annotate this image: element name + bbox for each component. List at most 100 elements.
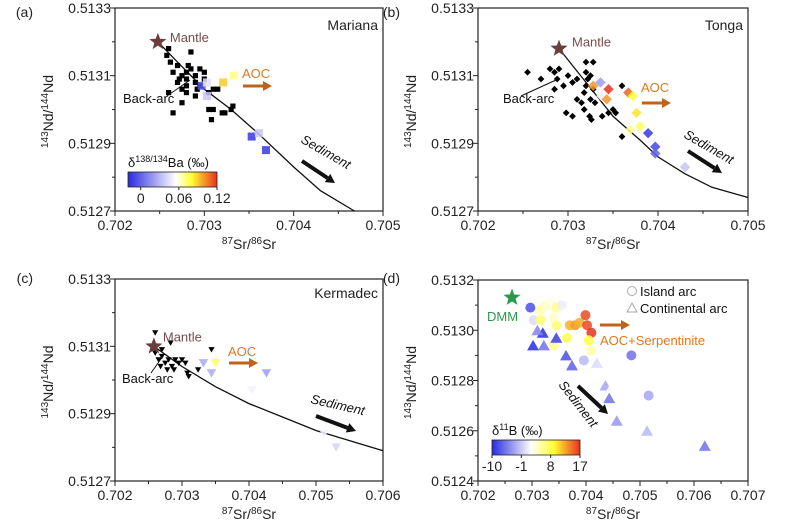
superscript: 86 <box>615 506 627 517</box>
data-point-background <box>170 69 176 75</box>
label-text: Nd/ <box>403 380 419 402</box>
data-point-background <box>157 363 164 370</box>
colorbar-title: δ138/134Ba (‰) <box>128 154 209 170</box>
data-point-background <box>569 79 576 86</box>
y-tick-label: 0.5124 <box>431 473 474 489</box>
x-tick-label: 0.705 <box>365 217 400 233</box>
aoc-serpentinite-label: AOC+Serpentinite <box>600 333 705 348</box>
region-label: Kermadec <box>314 285 378 301</box>
sediment-arrow-shaft <box>300 159 329 180</box>
aoc-arrow-icon <box>249 358 258 368</box>
data-point <box>548 312 559 323</box>
data-point-background <box>179 73 185 79</box>
data-point-background <box>591 99 599 107</box>
data-point-background <box>158 353 166 360</box>
data-point-background <box>230 103 236 109</box>
data-point-background <box>215 86 221 92</box>
data-point-background <box>166 89 172 96</box>
colorbar-title-part: 11 <box>499 422 508 432</box>
data-point <box>626 350 637 361</box>
data-point <box>246 386 257 395</box>
mantle-label: Mantle <box>163 329 202 344</box>
sediment-arrow-icon <box>345 423 356 433</box>
x-tick-label: 0.704 <box>276 217 311 233</box>
data-point-background <box>178 357 186 363</box>
data-point-background <box>609 106 617 113</box>
back-arc-label: Back-arc <box>123 91 175 106</box>
data-point-background <box>524 68 531 76</box>
data-point-background <box>172 357 179 363</box>
data-point <box>528 315 539 326</box>
label-text: Nd/ <box>403 109 419 131</box>
data-point-background <box>164 52 170 58</box>
data-point-background <box>166 46 172 52</box>
label-text: Sr <box>262 236 276 252</box>
panel-label: (d) <box>383 270 400 286</box>
data-point-background <box>175 360 182 367</box>
data-point-background <box>201 69 207 75</box>
x-tick-label: 0.706 <box>676 487 711 503</box>
superscript: 144 <box>40 363 51 380</box>
data-point-background <box>560 82 567 90</box>
dmm-label: DMM <box>487 309 518 324</box>
data-point-background <box>185 374 192 380</box>
data-point <box>582 320 593 331</box>
legend-continental-arc: Continental arc <box>640 301 728 316</box>
data-point <box>578 355 589 366</box>
superscript: 86 <box>251 236 263 247</box>
data-point-background <box>569 112 576 120</box>
y-tick-label: 0.5129 <box>431 135 474 151</box>
data-point <box>560 349 573 361</box>
colorbar <box>491 439 581 456</box>
data-point-background <box>582 58 590 66</box>
data-point-background <box>170 367 178 373</box>
mixing-curve <box>153 345 384 452</box>
colorbar-tick-label: -10 <box>482 458 502 474</box>
data-point <box>551 320 562 331</box>
legend-island-arc: Island arc <box>640 284 697 299</box>
data-point-background <box>589 58 597 66</box>
data-point-background <box>208 347 215 353</box>
data-point <box>247 132 256 141</box>
data-point-background <box>580 89 588 96</box>
data-point-background <box>605 109 612 117</box>
data-point-background <box>208 117 215 123</box>
back-arc-leader-line <box>150 355 164 374</box>
sediment-arrow-shaft <box>315 414 349 430</box>
data-point <box>537 339 550 351</box>
y-tick-label: 0.5130 <box>431 322 474 338</box>
mantle-star-icon <box>149 32 167 50</box>
data-point <box>583 335 594 346</box>
superscript: 143 <box>403 402 414 419</box>
superscript: 143 <box>403 131 414 148</box>
y-tick-label: 0.5132 <box>431 272 474 288</box>
data-point <box>641 425 654 436</box>
x-axis-title: 87Sr/86Sr <box>586 236 640 252</box>
label-text: Nd/ <box>40 380 56 402</box>
data-point <box>531 324 544 336</box>
aoc-arrow-icon <box>662 98 671 108</box>
data-point-background <box>587 95 594 103</box>
data-point-background <box>564 72 572 80</box>
data-point-background <box>174 62 181 69</box>
y-tick-label: 0.5128 <box>431 373 474 389</box>
colorbar-title-part: Ba (‰) <box>168 155 209 170</box>
x-tick-label: 0.703 <box>514 487 549 503</box>
y-tick-label: 0.5133 <box>68 0 111 16</box>
data-point-background <box>174 79 181 86</box>
x-tick-label: 0.705 <box>298 487 333 503</box>
label-text: Sr/ <box>233 506 251 522</box>
data-point-background <box>618 133 626 140</box>
data-point <box>254 129 263 138</box>
data-point-background <box>194 367 202 373</box>
mixing-curve <box>157 41 355 212</box>
data-point <box>556 300 567 311</box>
data-point <box>206 369 217 378</box>
superscript: 87 <box>586 506 598 517</box>
superscript: 144 <box>40 92 51 109</box>
region-label: Tonga <box>705 17 743 33</box>
colorbar-tick-label: 8 <box>547 458 555 474</box>
data-point <box>588 80 599 92</box>
data-point-background <box>582 82 590 90</box>
